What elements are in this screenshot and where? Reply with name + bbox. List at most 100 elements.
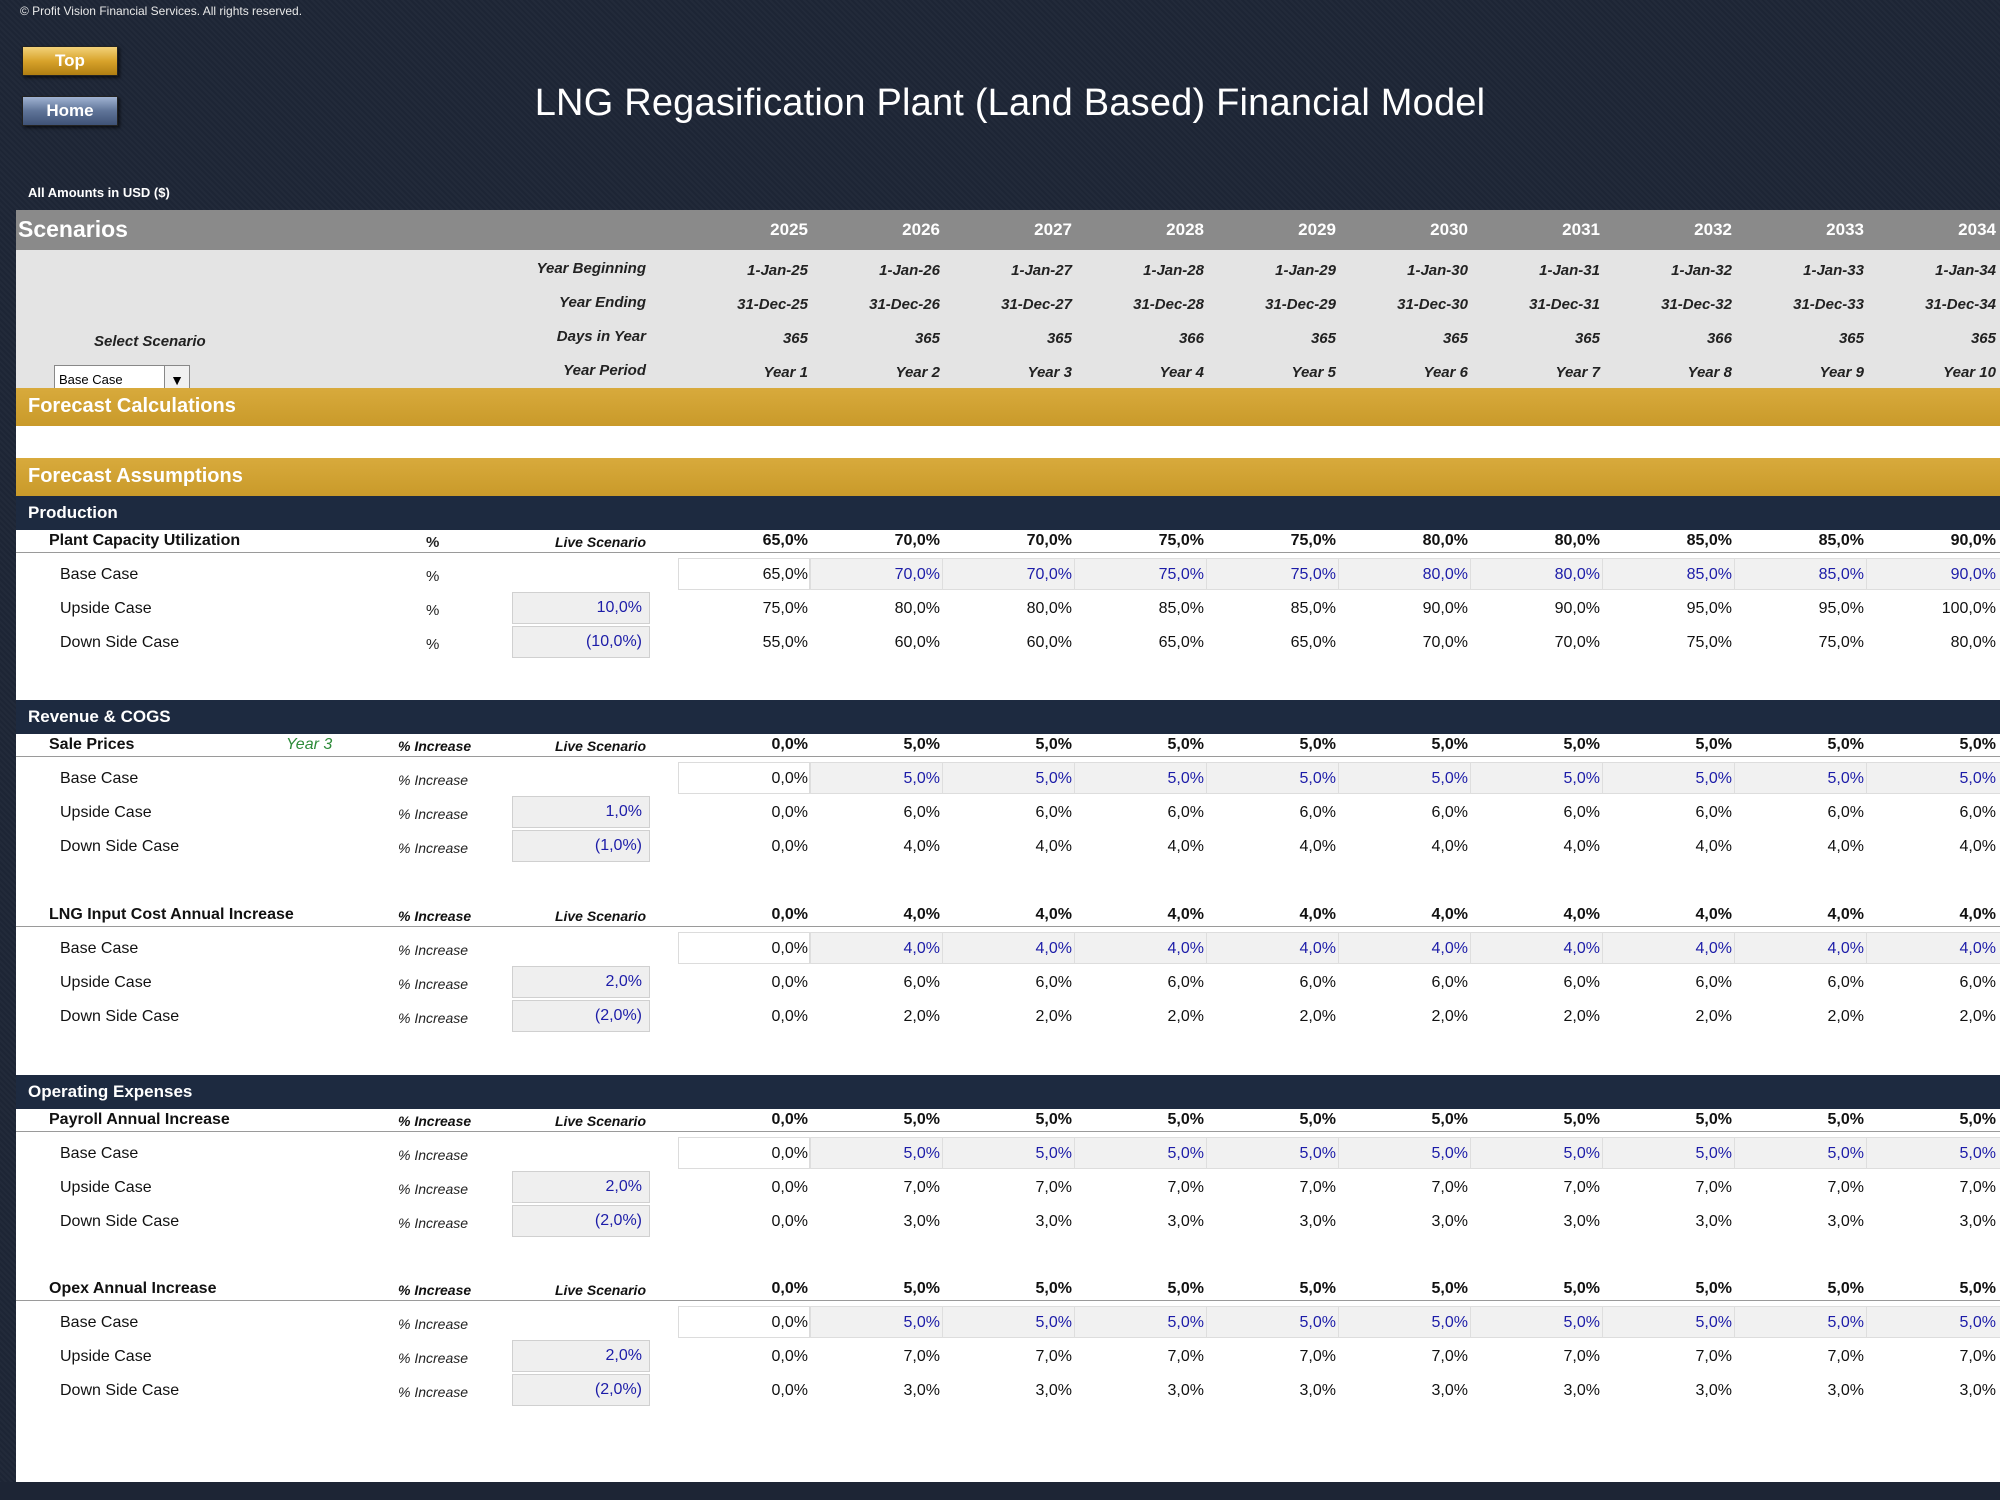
base-value[interactable]: 5,0% bbox=[1959, 1314, 1996, 1331]
base-value[interactable]: 5,0% bbox=[903, 770, 940, 787]
top-button[interactable]: Top bbox=[22, 46, 118, 76]
cell-ending: 31-Dec-31 bbox=[1529, 296, 1600, 313]
upside-value: 7,0% bbox=[1695, 1348, 1732, 1365]
base-value[interactable]: 80,0% bbox=[1422, 566, 1468, 583]
live-scenario-label: Live Scenario bbox=[554, 908, 646, 924]
base-value[interactable]: 85,0% bbox=[1686, 566, 1732, 583]
cell-separator bbox=[1470, 1306, 1471, 1338]
base-value[interactable]: 5,0% bbox=[1299, 1145, 1336, 1162]
base-value[interactable]: 80,0% bbox=[1554, 566, 1600, 583]
upside-value: 7,0% bbox=[1431, 1348, 1468, 1365]
upside-value: 6,0% bbox=[1563, 974, 1600, 991]
base-value[interactable]: 5,0% bbox=[1167, 1145, 1204, 1162]
section-title-opex: Operating Expenses bbox=[28, 1082, 193, 1101]
live-scenario-label: Live Scenario bbox=[554, 738, 646, 754]
base-value[interactable]: 4,0% bbox=[1167, 940, 1204, 957]
base-value[interactable]: 5,0% bbox=[1563, 1145, 1600, 1162]
upside-adjustment-input[interactable]: 2,0% bbox=[512, 966, 650, 998]
base-value[interactable]: 4,0% bbox=[1431, 940, 1468, 957]
base-value[interactable]: 75,0% bbox=[1290, 566, 1336, 583]
base-value[interactable]: 5,0% bbox=[1299, 1314, 1336, 1331]
live-value: 80,0% bbox=[1554, 532, 1600, 549]
base-value[interactable]: 4,0% bbox=[1695, 940, 1732, 957]
base-value[interactable]: 5,0% bbox=[1431, 1314, 1468, 1331]
forecast-assumptions-title: Forecast Assumptions bbox=[28, 465, 243, 487]
upside-adjustment-input[interactable]: 10,0% bbox=[512, 592, 650, 624]
base-value[interactable]: 5,0% bbox=[1827, 770, 1864, 787]
cell-ending: 31-Dec-29 bbox=[1265, 296, 1336, 313]
base-value[interactable]: 5,0% bbox=[1959, 770, 1996, 787]
base-value[interactable]: 5,0% bbox=[1827, 1145, 1864, 1162]
cell-separator bbox=[1866, 932, 1867, 964]
live-value: 5,0% bbox=[903, 1111, 940, 1128]
base-value[interactable]: 4,0% bbox=[1959, 940, 1996, 957]
base-value[interactable]: 70,0% bbox=[894, 566, 940, 583]
year-tag: Year 3 bbox=[286, 736, 333, 753]
base-value[interactable]: 75,0% bbox=[1158, 566, 1204, 583]
upside-adjustment-input[interactable]: 1,0% bbox=[512, 796, 650, 828]
cell-separator bbox=[1206, 558, 1207, 590]
base-value[interactable]: 90,0% bbox=[1950, 566, 1996, 583]
home-button[interactable]: Home bbox=[22, 96, 118, 126]
downside-case-label: Down Side Case bbox=[60, 1008, 180, 1025]
live-value: 5,0% bbox=[1695, 1111, 1732, 1128]
upside-value: 7,0% bbox=[1431, 1179, 1468, 1196]
upside-adjustment-input[interactable]: 2,0% bbox=[512, 1340, 650, 1372]
year-header: 2026 bbox=[902, 220, 940, 239]
base-value[interactable]: 5,0% bbox=[1035, 770, 1072, 787]
divider-line bbox=[16, 926, 2000, 927]
base-value[interactable]: 5,0% bbox=[1431, 1145, 1468, 1162]
base-value[interactable]: 5,0% bbox=[1035, 1314, 1072, 1331]
cell-ending: 31-Dec-26 bbox=[869, 296, 940, 313]
base-value[interactable]: 4,0% bbox=[1827, 940, 1864, 957]
cell-separator bbox=[1074, 1306, 1075, 1338]
base-value[interactable]: 5,0% bbox=[903, 1314, 940, 1331]
base-value[interactable]: 5,0% bbox=[1035, 1145, 1072, 1162]
downside-adjustment-input[interactable]: (2,0%) bbox=[512, 1205, 650, 1237]
downside-value: 3,0% bbox=[1827, 1213, 1864, 1230]
downside-value: 3,0% bbox=[903, 1382, 940, 1399]
base-value[interactable]: 5,0% bbox=[1959, 1145, 1996, 1162]
base-value[interactable]: 5,0% bbox=[1563, 1314, 1600, 1331]
base-value[interactable]: 5,0% bbox=[1695, 1314, 1732, 1331]
downside-adjustment-input[interactable]: (10,0%) bbox=[512, 626, 650, 658]
base-value[interactable]: 5,0% bbox=[903, 1145, 940, 1162]
cell-separator bbox=[1602, 558, 1603, 590]
live-scenario-label: Live Scenario bbox=[554, 534, 646, 550]
cell-separator bbox=[942, 1306, 943, 1338]
base-value[interactable]: 4,0% bbox=[903, 940, 940, 957]
base-value[interactable]: 85,0% bbox=[1818, 566, 1864, 583]
row-label-period: Year Period bbox=[563, 362, 646, 379]
base-value[interactable]: 70,0% bbox=[1026, 566, 1072, 583]
cell-separator bbox=[810, 1306, 811, 1338]
base-value[interactable]: 5,0% bbox=[1431, 770, 1468, 787]
timeline-header: Select Scenario Base Case ▼ bbox=[16, 250, 2000, 395]
live-value: 80,0% bbox=[1422, 532, 1468, 549]
base-value[interactable]: 5,0% bbox=[1695, 1145, 1732, 1162]
base-value[interactable]: 5,0% bbox=[1167, 1314, 1204, 1331]
upside-value: 7,0% bbox=[1827, 1348, 1864, 1365]
downside-adjustment-input[interactable]: (2,0%) bbox=[512, 1000, 650, 1032]
downside-value: 3,0% bbox=[1959, 1382, 1996, 1399]
base-value[interactable]: 5,0% bbox=[1695, 770, 1732, 787]
base-value[interactable]: 5,0% bbox=[1563, 770, 1600, 787]
live-value: 5,0% bbox=[1827, 1111, 1864, 1128]
base-case-label: Base Case bbox=[60, 1314, 139, 1331]
upside-value: 7,0% bbox=[1827, 1179, 1864, 1196]
unit-label: % Increase bbox=[398, 1147, 469, 1163]
base-value[interactable]: 4,0% bbox=[1035, 940, 1072, 957]
upside-value: 6,0% bbox=[1695, 974, 1732, 991]
downside-value: 4,0% bbox=[1431, 838, 1468, 855]
select-scenario-label: Select Scenario bbox=[94, 333, 206, 350]
downside-adjustment-input[interactable]: (2,0%) bbox=[512, 1374, 650, 1406]
base-value[interactable]: 5,0% bbox=[1167, 770, 1204, 787]
base-value[interactable]: 4,0% bbox=[1563, 940, 1600, 957]
downside-adjustment-input[interactable]: (1,0%) bbox=[512, 830, 650, 862]
year-header: 2032 bbox=[1694, 220, 1732, 239]
base-value[interactable]: 5,0% bbox=[1827, 1314, 1864, 1331]
base-value[interactable]: 4,0% bbox=[1299, 940, 1336, 957]
upside-value: 6,0% bbox=[1431, 974, 1468, 991]
currency-note: All Amounts in USD ($) bbox=[28, 185, 170, 200]
base-value[interactable]: 5,0% bbox=[1299, 770, 1336, 787]
upside-adjustment-input[interactable]: 2,0% bbox=[512, 1171, 650, 1203]
